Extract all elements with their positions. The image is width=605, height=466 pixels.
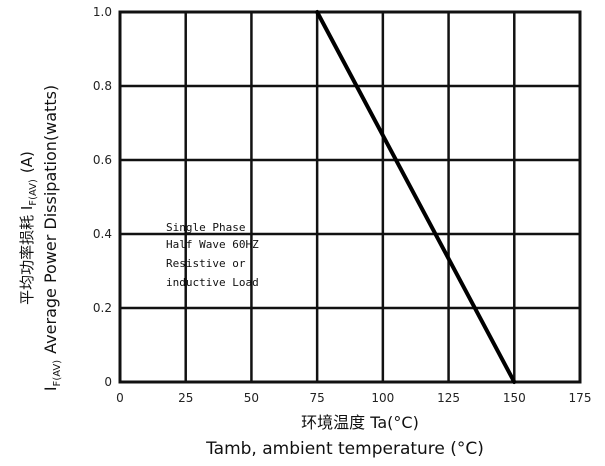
- y-tick-label: 0.8: [93, 79, 112, 93]
- x-tick-label: 0: [116, 391, 124, 405]
- annotation-line-2: Half Wave 60HZ: [166, 238, 259, 251]
- x-tick-label: 25: [178, 391, 193, 405]
- plot-frame: [118, 10, 582, 384]
- y-axis-label-prefix: I: [41, 386, 60, 391]
- y-axis-label-english: IF(AV) Average Power Dissipation(watts): [41, 85, 63, 391]
- grid-lines: [118, 10, 582, 384]
- y-tick-labels: 0 0.2 0.4 0.6 0.8 1.0: [93, 5, 112, 389]
- x-tick-label: 50: [244, 391, 259, 405]
- y-axis-label: Average Power Dissipation(watts): [41, 85, 60, 354]
- x-tick-label: 75: [310, 391, 325, 405]
- annotation-line-4: inductive Load: [166, 276, 259, 289]
- y-tick-label: 0.2: [93, 301, 112, 315]
- annotation-line-1: Single Phase: [166, 221, 245, 234]
- x-tick-label: 125: [437, 391, 460, 405]
- y-axis-label-chinese-group: 平均功率损耗 IF(AV) (A): [18, 151, 39, 305]
- y-axis-label-chinese-unit: (A): [18, 151, 36, 173]
- x-tick-label: 100: [371, 391, 394, 405]
- annotation-line-3: Resistive or: [166, 257, 246, 270]
- y-axis-label-group: IF(AV) Average Power Dissipation(watts): [41, 85, 63, 391]
- y-tick-label: 0.4: [93, 227, 112, 241]
- series-group: [315, 10, 517, 384]
- y-tick-label: 0.6: [93, 153, 112, 167]
- y-axis-label-chinese-sub: F(AV): [28, 179, 39, 206]
- x-axis-label-chinese: 环境温度 Ta(°C): [301, 413, 419, 432]
- y-axis-label-chinese-text: 平均功率损耗 I: [18, 206, 36, 305]
- y-axis-label-chinese: 平均功率损耗 IF(AV) (A): [18, 151, 39, 305]
- x-tick-labels: 0 25 50 75 100 125 150 175: [116, 391, 591, 405]
- y-tick-label: 1.0: [93, 5, 112, 19]
- derating-line: [315, 10, 517, 384]
- x-tick-label: 150: [503, 391, 526, 405]
- x-axis-label: Tamb, ambient temperature (°C): [205, 439, 484, 459]
- y-tick-label: 0: [104, 375, 112, 389]
- y-axis-label-prefix-sub: F(AV): [52, 360, 63, 387]
- x-tick-label: 175: [569, 391, 592, 405]
